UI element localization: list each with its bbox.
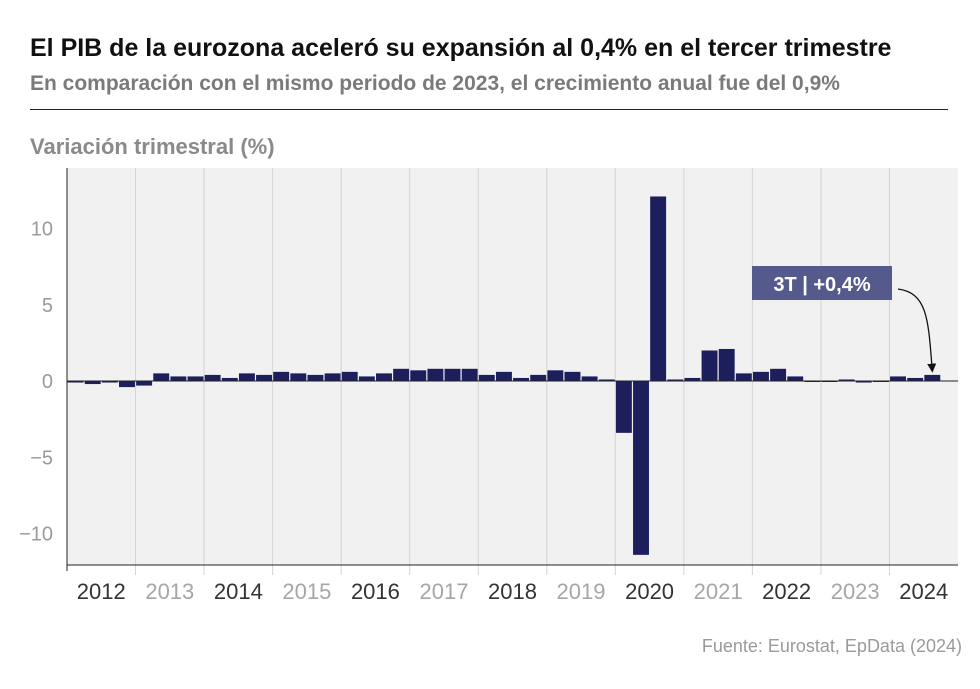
- x-tick-label: 2016: [351, 579, 400, 604]
- chart-subtitle: En comparación con el mismo periodo de 2…: [30, 72, 840, 95]
- bar: [307, 374, 324, 381]
- annotation-callout: 3T | +0,4%: [752, 266, 937, 373]
- year-gridlines: [135, 168, 890, 575]
- bar: [324, 373, 341, 381]
- bar: [667, 379, 684, 381]
- y-ticks: 10 5 0 −5 −10: [19, 219, 53, 546]
- x-tick-label: 2019: [557, 579, 606, 604]
- bar: [341, 371, 358, 381]
- bar: [136, 381, 153, 386]
- x-tick-label: 2017: [419, 579, 468, 604]
- bar: [101, 381, 118, 383]
- bar: [410, 370, 427, 381]
- bar: [547, 370, 564, 381]
- bar: [273, 371, 290, 381]
- source-note: Fuente: Eurostat, EpData (2024): [701, 636, 962, 656]
- bar: [221, 377, 238, 381]
- bar: [256, 374, 273, 381]
- bar: [444, 368, 461, 381]
- y-axis-label: Variación trimestral (%): [30, 134, 275, 159]
- bar: [238, 373, 255, 381]
- bar: [752, 371, 769, 381]
- bar: [633, 381, 649, 555]
- x-tick-label: 2012: [77, 579, 126, 604]
- bar: [855, 381, 872, 383]
- bar: [718, 348, 735, 381]
- x-tick-label: 2023: [831, 579, 880, 604]
- bar: [376, 373, 392, 381]
- y-tick-label: 10: [31, 219, 53, 241]
- title-divider: [30, 109, 948, 110]
- bar: [187, 376, 204, 381]
- bar: [735, 373, 752, 381]
- bar: [530, 374, 547, 381]
- bar: [495, 371, 512, 381]
- annotation-box: [752, 266, 892, 300]
- bar: [650, 196, 667, 381]
- x-tick-label: 2013: [145, 579, 194, 604]
- bar: [393, 368, 410, 381]
- bar: [119, 381, 135, 388]
- bar: [701, 350, 718, 381]
- bar: [924, 374, 941, 381]
- y-tick-label: 5: [42, 295, 53, 317]
- x-tick-label: 2024: [899, 579, 948, 604]
- bar: [513, 377, 530, 381]
- x-tick-label: 2021: [694, 579, 743, 604]
- y-tick-label: 0: [42, 371, 53, 393]
- bar: [598, 379, 615, 381]
- bar: [838, 379, 855, 381]
- bar: [153, 373, 170, 381]
- bar: [478, 374, 495, 381]
- bar: [67, 381, 84, 383]
- y-tick-label: −5: [30, 447, 53, 469]
- annotation-arrow: [897, 288, 937, 373]
- bar: [170, 376, 187, 381]
- x-tick-label: 2015: [282, 579, 331, 604]
- x-tick-label: 2014: [214, 579, 263, 604]
- bar: [84, 381, 101, 385]
- bar: [787, 376, 804, 381]
- bar: [290, 373, 307, 381]
- bar: [907, 377, 924, 381]
- bar: [890, 376, 906, 381]
- bar: [684, 377, 701, 381]
- x-ticks: 2012 2013 2014 2015 2016 2017 2018 2019 2020 2021…: [77, 579, 948, 604]
- bar: [615, 381, 632, 433]
- bar: [427, 368, 444, 381]
- chart-title: El PIB de la eurozona aceleró su expansi…: [30, 34, 892, 62]
- bar: [581, 376, 598, 381]
- bar: [204, 374, 221, 381]
- y-tick-label: −10: [19, 524, 53, 546]
- bar: [358, 376, 375, 381]
- bar: [564, 371, 581, 381]
- bar: [461, 368, 478, 381]
- x-tick-label: 2020: [625, 579, 674, 604]
- bar: [770, 368, 787, 381]
- plot-background: [67, 168, 958, 565]
- bars: [67, 196, 941, 555]
- annotation-label: 3T | +0,4%: [773, 274, 871, 296]
- x-tick-label: 2022: [762, 579, 811, 604]
- x-tick-label: 2018: [488, 579, 537, 604]
